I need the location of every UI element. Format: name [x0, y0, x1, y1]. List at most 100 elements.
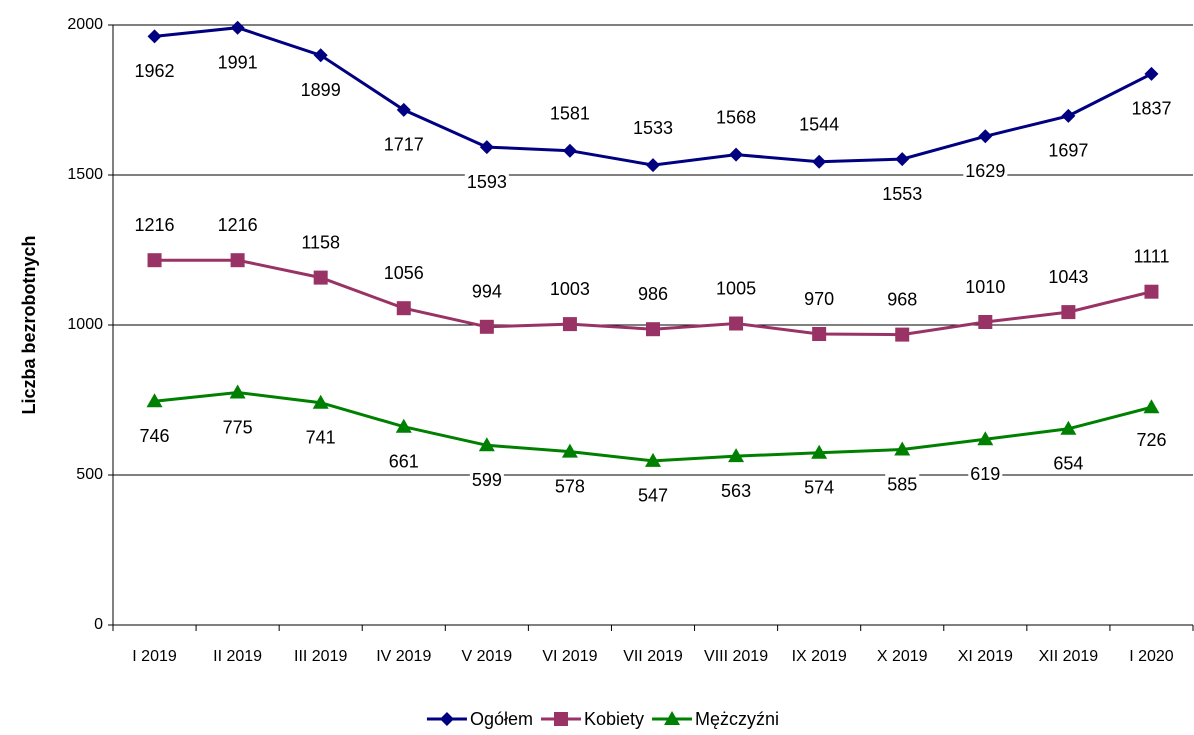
data-label-group: 1158	[299, 232, 343, 253]
data-label: 574	[804, 478, 834, 498]
data-label: 1043	[1048, 267, 1088, 287]
data-label-group: 726	[1134, 429, 1169, 450]
data-label-group: 1544	[797, 114, 842, 135]
data-label-bg	[635, 283, 671, 304]
x-tick-label: I 2020	[1129, 648, 1174, 665]
data-label-bg	[469, 281, 504, 302]
data-label-bg	[1051, 453, 1086, 474]
data-label: 1717	[384, 135, 424, 155]
legend-item: Kobiety	[540, 709, 644, 729]
data-label-bg	[885, 474, 920, 495]
data-label-bg	[630, 117, 676, 138]
data-label: 775	[223, 417, 253, 437]
data-label-group: 661	[386, 451, 421, 472]
series-line	[154, 390, 1152, 463]
data-label-group: 578	[552, 476, 587, 497]
marker	[1061, 305, 1076, 320]
legend-label: Mężczyźni	[695, 709, 779, 729]
data-label-group: 1003	[547, 278, 592, 299]
data-label-bg	[215, 214, 260, 235]
data-label: 563	[721, 481, 751, 501]
x-tick-label: XI 2019	[958, 648, 1013, 665]
x-tick-label: VII 2019	[623, 648, 683, 665]
data-label-group: 1581	[547, 103, 592, 124]
legend-label: Ogółem	[470, 709, 533, 729]
data-label-group: 1568	[714, 107, 759, 128]
data-label-group: 741	[303, 427, 338, 448]
data-label-group: 574	[802, 477, 837, 498]
data-label-bg	[381, 134, 426, 155]
data-label-group: 1593	[464, 171, 509, 192]
data-label-group: 994	[469, 281, 504, 302]
data-label-group: 970	[802, 288, 837, 309]
data-label: 746	[140, 426, 170, 446]
marker	[478, 437, 495, 452]
data-label-bg	[719, 480, 754, 501]
data-label: 986	[638, 284, 668, 304]
legend-item: Mężczyźni	[652, 709, 779, 729]
data-label-group: 1056	[381, 262, 426, 283]
data-label: 1962	[135, 61, 175, 81]
marker	[562, 317, 577, 332]
data-label-group: 1629	[963, 161, 1008, 182]
data-label-group: 1010	[963, 276, 1008, 297]
marker	[146, 393, 163, 408]
marker	[894, 441, 911, 456]
marker	[312, 394, 329, 409]
data-label-group: 1962	[132, 61, 177, 82]
marker	[395, 418, 412, 433]
data-label: 1899	[301, 80, 341, 100]
x-tick-label: IV 2019	[376, 648, 431, 665]
data-label-bg	[714, 107, 759, 128]
marker	[895, 327, 910, 342]
data-label: 1005	[716, 278, 756, 298]
data-label-bg	[464, 171, 509, 192]
marker	[313, 270, 328, 285]
data-label-group: 1991	[215, 52, 260, 73]
data-label-bg	[635, 485, 671, 506]
data-label-bg	[968, 464, 1003, 485]
marker	[230, 20, 245, 35]
y-tick-label: 2000	[67, 16, 103, 33]
data-label: 578	[555, 476, 585, 496]
marker	[561, 443, 578, 458]
data-label-bg	[386, 451, 421, 472]
data-label-bg	[885, 289, 920, 310]
marker	[978, 315, 993, 329]
data-label: 1111	[1133, 246, 1169, 266]
marker	[729, 316, 744, 331]
marker	[479, 140, 494, 155]
data-label: 1593	[467, 172, 507, 192]
data-label: 968	[887, 289, 917, 309]
data-label-bg	[1046, 266, 1091, 287]
x-tick-label: XII 2019	[1039, 648, 1099, 665]
data-label-bg	[1134, 429, 1169, 450]
marker	[664, 711, 681, 725]
data-label-group: 775	[220, 417, 255, 438]
legend-item: Ogółem	[426, 709, 533, 729]
x-tick-label: I 2019	[132, 648, 177, 665]
marker	[1143, 399, 1160, 414]
data-label-group: 746	[137, 425, 172, 446]
marker	[1144, 66, 1159, 81]
data-label-group: 563	[719, 480, 754, 501]
data-label-group: 1553	[880, 183, 925, 204]
data-label-group: 599	[469, 470, 504, 491]
x-tick-label: II 2019	[213, 648, 262, 665]
y-tick-label: 0	[94, 616, 103, 633]
data-label-bg	[1046, 140, 1091, 161]
data-label: 1544	[799, 115, 839, 135]
data-label-bg	[547, 278, 592, 299]
y-tick-label: 1500	[67, 166, 103, 183]
data-label: 654	[1053, 454, 1083, 474]
data-label-bg	[802, 477, 837, 498]
data-label-bg	[299, 232, 343, 253]
data-label-bg	[552, 476, 587, 497]
marker	[147, 29, 162, 44]
data-label: 1056	[384, 263, 424, 283]
marker	[646, 158, 660, 173]
data-label-bg	[215, 52, 260, 73]
data-label: 970	[804, 289, 834, 309]
marker	[977, 431, 994, 446]
